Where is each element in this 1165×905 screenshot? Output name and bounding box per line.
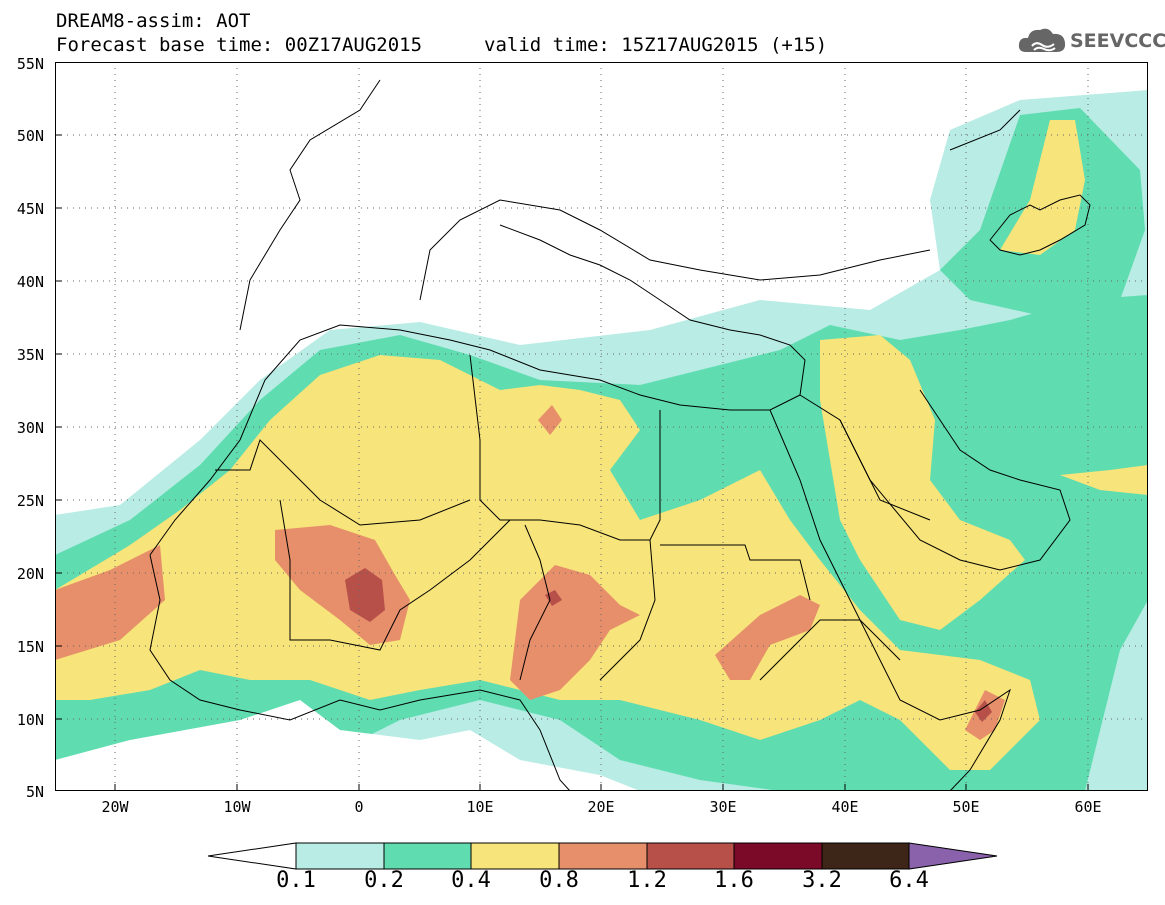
lat-label-20n: 20N xyxy=(16,565,44,583)
colorbar-low-arrow xyxy=(207,842,297,870)
coastlines xyxy=(149,79,1091,791)
colorbar-swatch-4 xyxy=(558,842,648,870)
lat-label-55n: 55N xyxy=(16,55,44,73)
lon-label-60e: 60E xyxy=(1074,798,1102,816)
colorbar-label-1.2: 1.2 xyxy=(627,868,667,893)
lat-label-35n: 35N xyxy=(16,346,44,364)
aot-clear-guinea xyxy=(55,700,640,791)
colorbar-swatch-6 xyxy=(733,842,823,870)
colorbar-label-0.4: 0.4 xyxy=(451,868,491,893)
lon-label-20w: 20W xyxy=(101,798,129,816)
lon-label-0: 0 xyxy=(354,798,364,816)
aot-contour-0.8-west xyxy=(55,545,165,660)
colorbar-swatch-5 xyxy=(646,842,735,870)
lon-label-20e: 20E xyxy=(587,798,615,816)
base-time: Forecast base time: 00Z17AUG2015 xyxy=(56,34,423,56)
graticule xyxy=(55,62,1148,791)
colorbar-swatch-3 xyxy=(470,842,560,870)
lat-label-40n: 40N xyxy=(16,273,44,291)
colorbar-high-arrow xyxy=(908,842,998,870)
lon-label-50e: 50E xyxy=(952,798,980,816)
colorbar-swatch-2 xyxy=(383,842,472,870)
forecast-times: Forecast base time: 00Z17AUG2015 valid ti… xyxy=(56,34,827,56)
lat-label-5n: 5N xyxy=(25,783,44,801)
lon-label-30e: 30E xyxy=(709,798,737,816)
colorbar-label-1.6: 1.6 xyxy=(714,868,754,893)
seevccc-logo: SEEVCCC xyxy=(1018,24,1165,56)
aot-contour-1.2-chad xyxy=(545,590,562,606)
colorbar-swatch-1 xyxy=(295,842,385,870)
cloud-icon xyxy=(1018,28,1066,52)
valid-time: valid time: 15Z17AUG2015 (+15) xyxy=(484,34,828,56)
logo-text: SEEVCCC xyxy=(1070,30,1165,52)
lat-label-15n: 15N xyxy=(16,638,44,656)
lat-label-25n: 25N xyxy=(16,492,44,510)
lat-label-10n: 10N xyxy=(16,711,44,729)
colorbar-label-0.1: 0.1 xyxy=(276,868,316,893)
colorbar-label-3.2: 3.2 xyxy=(802,868,842,893)
lon-label-10e: 10E xyxy=(466,798,494,816)
colorbar-swatch-7 xyxy=(821,842,910,870)
axis-ticks xyxy=(55,134,1089,791)
aot-contour-0.4-gulf xyxy=(1060,465,1148,495)
aot-contour-0.8-chad xyxy=(510,565,640,700)
lat-label-30n: 30N xyxy=(16,419,44,437)
aot-contour-0.4 xyxy=(55,355,1040,770)
colorbar-label-0.8: 0.8 xyxy=(539,868,579,893)
colorbar-label-0.2: 0.2 xyxy=(364,868,404,893)
aot-contour-1.2-somalia xyxy=(975,700,992,722)
aot-contour-0.4-caspian xyxy=(1000,120,1085,255)
aot-contour-0.8-sudan xyxy=(715,595,820,680)
aot-contour-1.2-mali xyxy=(345,568,385,622)
lat-label-50n: 50N xyxy=(16,127,44,145)
aot-contour-0.8-libya xyxy=(538,405,562,435)
aot-contour-0.4-arabia xyxy=(820,335,1025,630)
lon-label-10w: 10W xyxy=(223,798,251,816)
colorbar-label-6.4: 6.4 xyxy=(889,868,929,893)
lat-label-45n: 45N xyxy=(16,200,44,218)
colorbar xyxy=(207,842,998,870)
lon-label-40e: 40E xyxy=(831,798,859,816)
map-title: DREAM8-assim: AOT xyxy=(56,10,251,32)
